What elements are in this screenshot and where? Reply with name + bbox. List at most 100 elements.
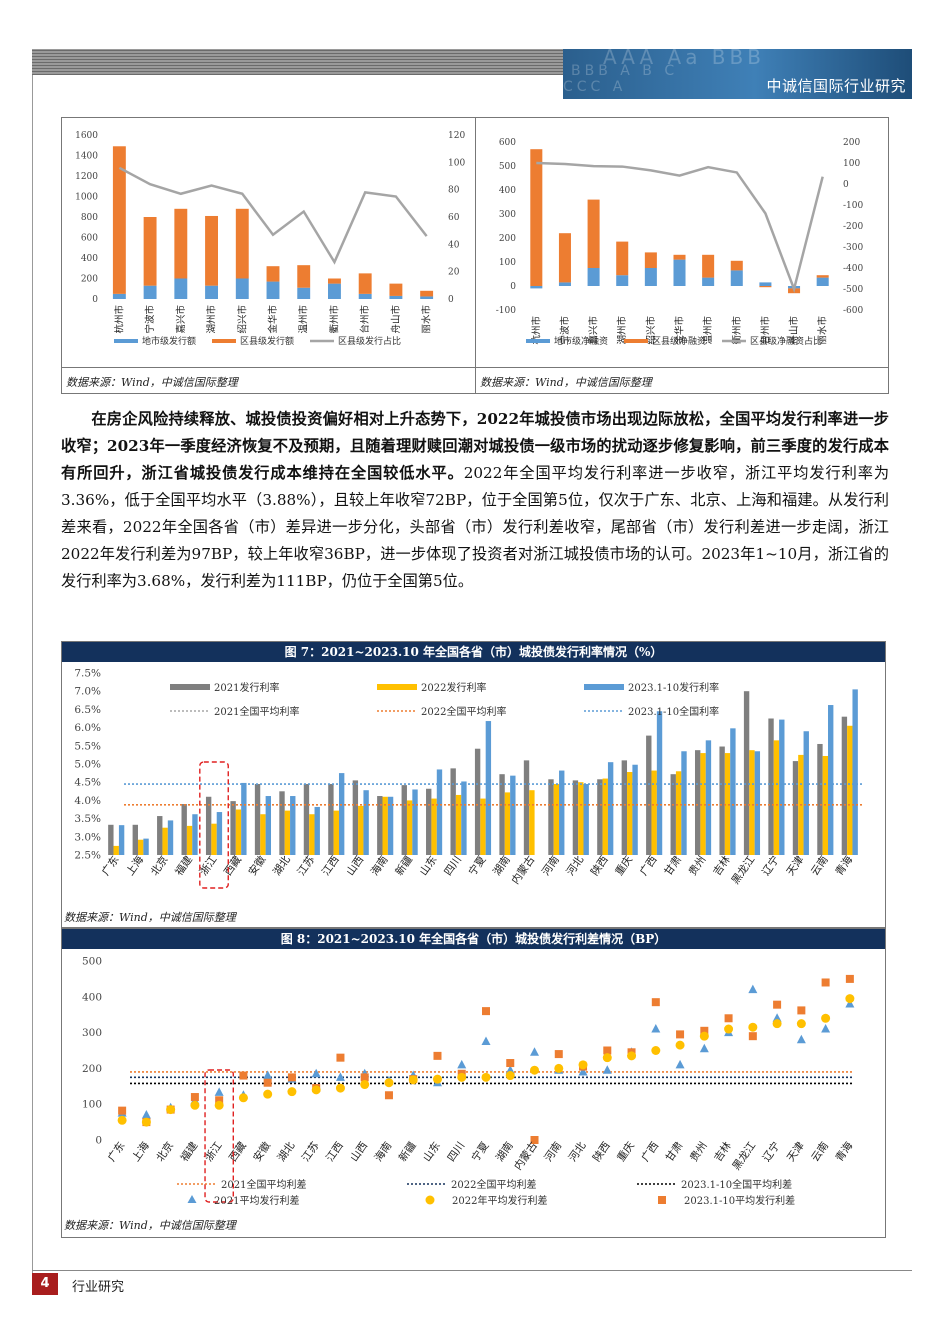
y-tick-label: 800: [81, 213, 98, 223]
marker-2023.1-10平均发行利差: [384, 1091, 393, 1100]
header-title: 中诚信国际行业研究: [766, 77, 906, 95]
y2-tick-label: 60: [448, 213, 460, 223]
bar-2023.1-10发行利率: [559, 770, 565, 855]
page-number: 4: [32, 1273, 58, 1295]
y-tick-label: 1400: [75, 152, 98, 162]
y-tick-label: 100: [82, 1099, 102, 1111]
marker-2022年平均发行利差: [384, 1078, 394, 1088]
legend-label: 2022全国平均利差: [451, 1178, 536, 1191]
y-tick-label: 200: [81, 275, 98, 285]
category-label: 江苏: [299, 1139, 322, 1164]
y2-tick-label: 0: [448, 295, 454, 305]
bar-2023.1-10发行利率: [803, 731, 809, 855]
y-tick-label: 0: [510, 282, 516, 292]
legend-swatch: [526, 339, 550, 343]
category-label: 河北: [564, 853, 586, 877]
marker-2022年平均发行利差: [117, 1115, 127, 1125]
category-label: 海南: [368, 853, 391, 878]
category-label: 衢州市: [731, 316, 743, 345]
bar-2023.1-10发行利率: [143, 838, 149, 855]
legend-label: 区县级发行占比: [338, 335, 401, 347]
bar-2021发行利率: [670, 774, 676, 855]
bar-2021发行利率: [157, 816, 163, 855]
bar-2022发行利率: [235, 809, 242, 855]
marker-2023.1-10平均发行利差: [263, 1078, 272, 1087]
category-label: 台州市: [359, 305, 371, 334]
y-tick-label: -100: [496, 306, 516, 316]
bar-2022发行利率: [186, 825, 193, 855]
marker-2023.1-10平均发行利差: [360, 1073, 369, 1082]
figure8-source-note: 数据来源：Wind，中诚信国际整理: [64, 1219, 236, 1232]
legend-label: 区县级发行额: [240, 335, 294, 347]
figure7-svg: 2.5% 3.0% 3.5% 4.0% 4.5% 5.0% 5.5% 6.0% 6.5% 7.0%…: [74, 668, 862, 889]
bar-区县级发行额: [420, 290, 434, 297]
bar-地市级发行额: [112, 293, 126, 299]
legend-swatch: [658, 1196, 666, 1204]
bar-2023.1-10发行利率: [779, 719, 785, 855]
bar-2022发行利率: [113, 845, 119, 855]
bar-2022发行利率: [309, 814, 315, 855]
marker-2021平均发行利差: [699, 1043, 709, 1053]
legend-label: 2023.1-10全国利率: [628, 705, 719, 718]
bar-2023.1-10发行利率: [412, 789, 418, 855]
bar-2022发行利率: [284, 810, 291, 855]
bar-地市级净融资: [702, 277, 715, 286]
category-label: 新疆: [396, 1139, 419, 1164]
legend-swatch: [170, 684, 210, 690]
category-label: 舟山市: [390, 305, 402, 334]
bar-区县级发行额: [174, 208, 188, 279]
bar-2021发行利率: [254, 784, 261, 855]
marker-2022年平均发行利差: [481, 1072, 491, 1082]
category-label: 贵州: [686, 853, 709, 878]
figure7-source-note: 数据来源：Wind，中诚信国际整理: [64, 911, 236, 924]
category-label: 山西: [344, 854, 366, 878]
marker-2023.1-10平均发行利差: [797, 1006, 806, 1015]
bar-2023.1-10发行利率: [290, 796, 296, 855]
figure7-frame: 图 7：2021~2023.10 年全国各省（市）城投债发行利率情况（%） 2.…: [61, 641, 886, 928]
bar-2022发行利率: [724, 753, 731, 855]
marker-2023.1-10平均发行利差: [700, 1026, 709, 1035]
marker-2022年平均发行利差: [530, 1065, 540, 1075]
bar-区县级净融资: [587, 199, 600, 268]
marker-2022年平均发行利差: [432, 1074, 442, 1084]
bar-2021发行利率: [377, 796, 383, 855]
category-label: 甘肃: [661, 853, 684, 878]
category-label: 山东: [417, 853, 440, 878]
marker-2023.1-10平均发行利差: [773, 1000, 782, 1009]
paragraph-normal-text: 2022年全国平均发行利率进一步收窄，浙江平均发行利率为3.36%，低于全国平均…: [61, 464, 890, 590]
y2-tick-label: -600: [843, 306, 863, 316]
bar-区县级净融资: [558, 233, 571, 283]
legend-label: 2022全国平均利率: [421, 705, 506, 718]
y2-tick-label: 20: [448, 268, 460, 278]
highlight-box-zhejiang: [199, 761, 229, 889]
line-区县级净融资占比: [536, 161, 824, 294]
marker-2022年平均发行利差: [287, 1087, 297, 1097]
bar-地市级净融资: [816, 277, 829, 286]
bar-地市级净融资: [616, 275, 629, 286]
bar-地市级发行额: [328, 283, 341, 299]
category-label: 嘉兴市: [175, 305, 187, 334]
marker-2023.1-10平均发行利差: [530, 1136, 539, 1144]
bar-地市级发行额: [297, 287, 311, 299]
marker-2021平均发行利差: [335, 1072, 345, 1081]
category-label: 新疆: [392, 853, 415, 878]
bar-2022发行利率: [480, 798, 486, 855]
category-label: 舟山市: [788, 316, 800, 345]
bar-2022发行利率: [431, 798, 437, 855]
marker-2021平均发行利差: [845, 998, 855, 1008]
category-label: 内蒙古: [509, 853, 538, 886]
legend-label: 2022年平均发行利差: [452, 1194, 547, 1207]
marker-2023.1-10平均发行利差: [651, 998, 660, 1007]
bar-2023.1-10发行利率: [314, 806, 320, 855]
bar-2022发行利率: [847, 725, 853, 855]
bar-地市级发行额: [174, 278, 188, 299]
y-tick-label: 6.0%: [74, 722, 101, 734]
bar-2021发行利率: [597, 779, 603, 855]
category-label: 重庆: [614, 1139, 637, 1164]
category-label: 贵州: [687, 1139, 710, 1164]
category-label: 云南: [808, 1139, 831, 1164]
category-label: 广西: [639, 1140, 661, 1164]
y-tick-label: 3.0%: [74, 831, 101, 843]
bar-地市级净融资: [587, 268, 600, 286]
bar-2022发行利率: [260, 814, 266, 855]
